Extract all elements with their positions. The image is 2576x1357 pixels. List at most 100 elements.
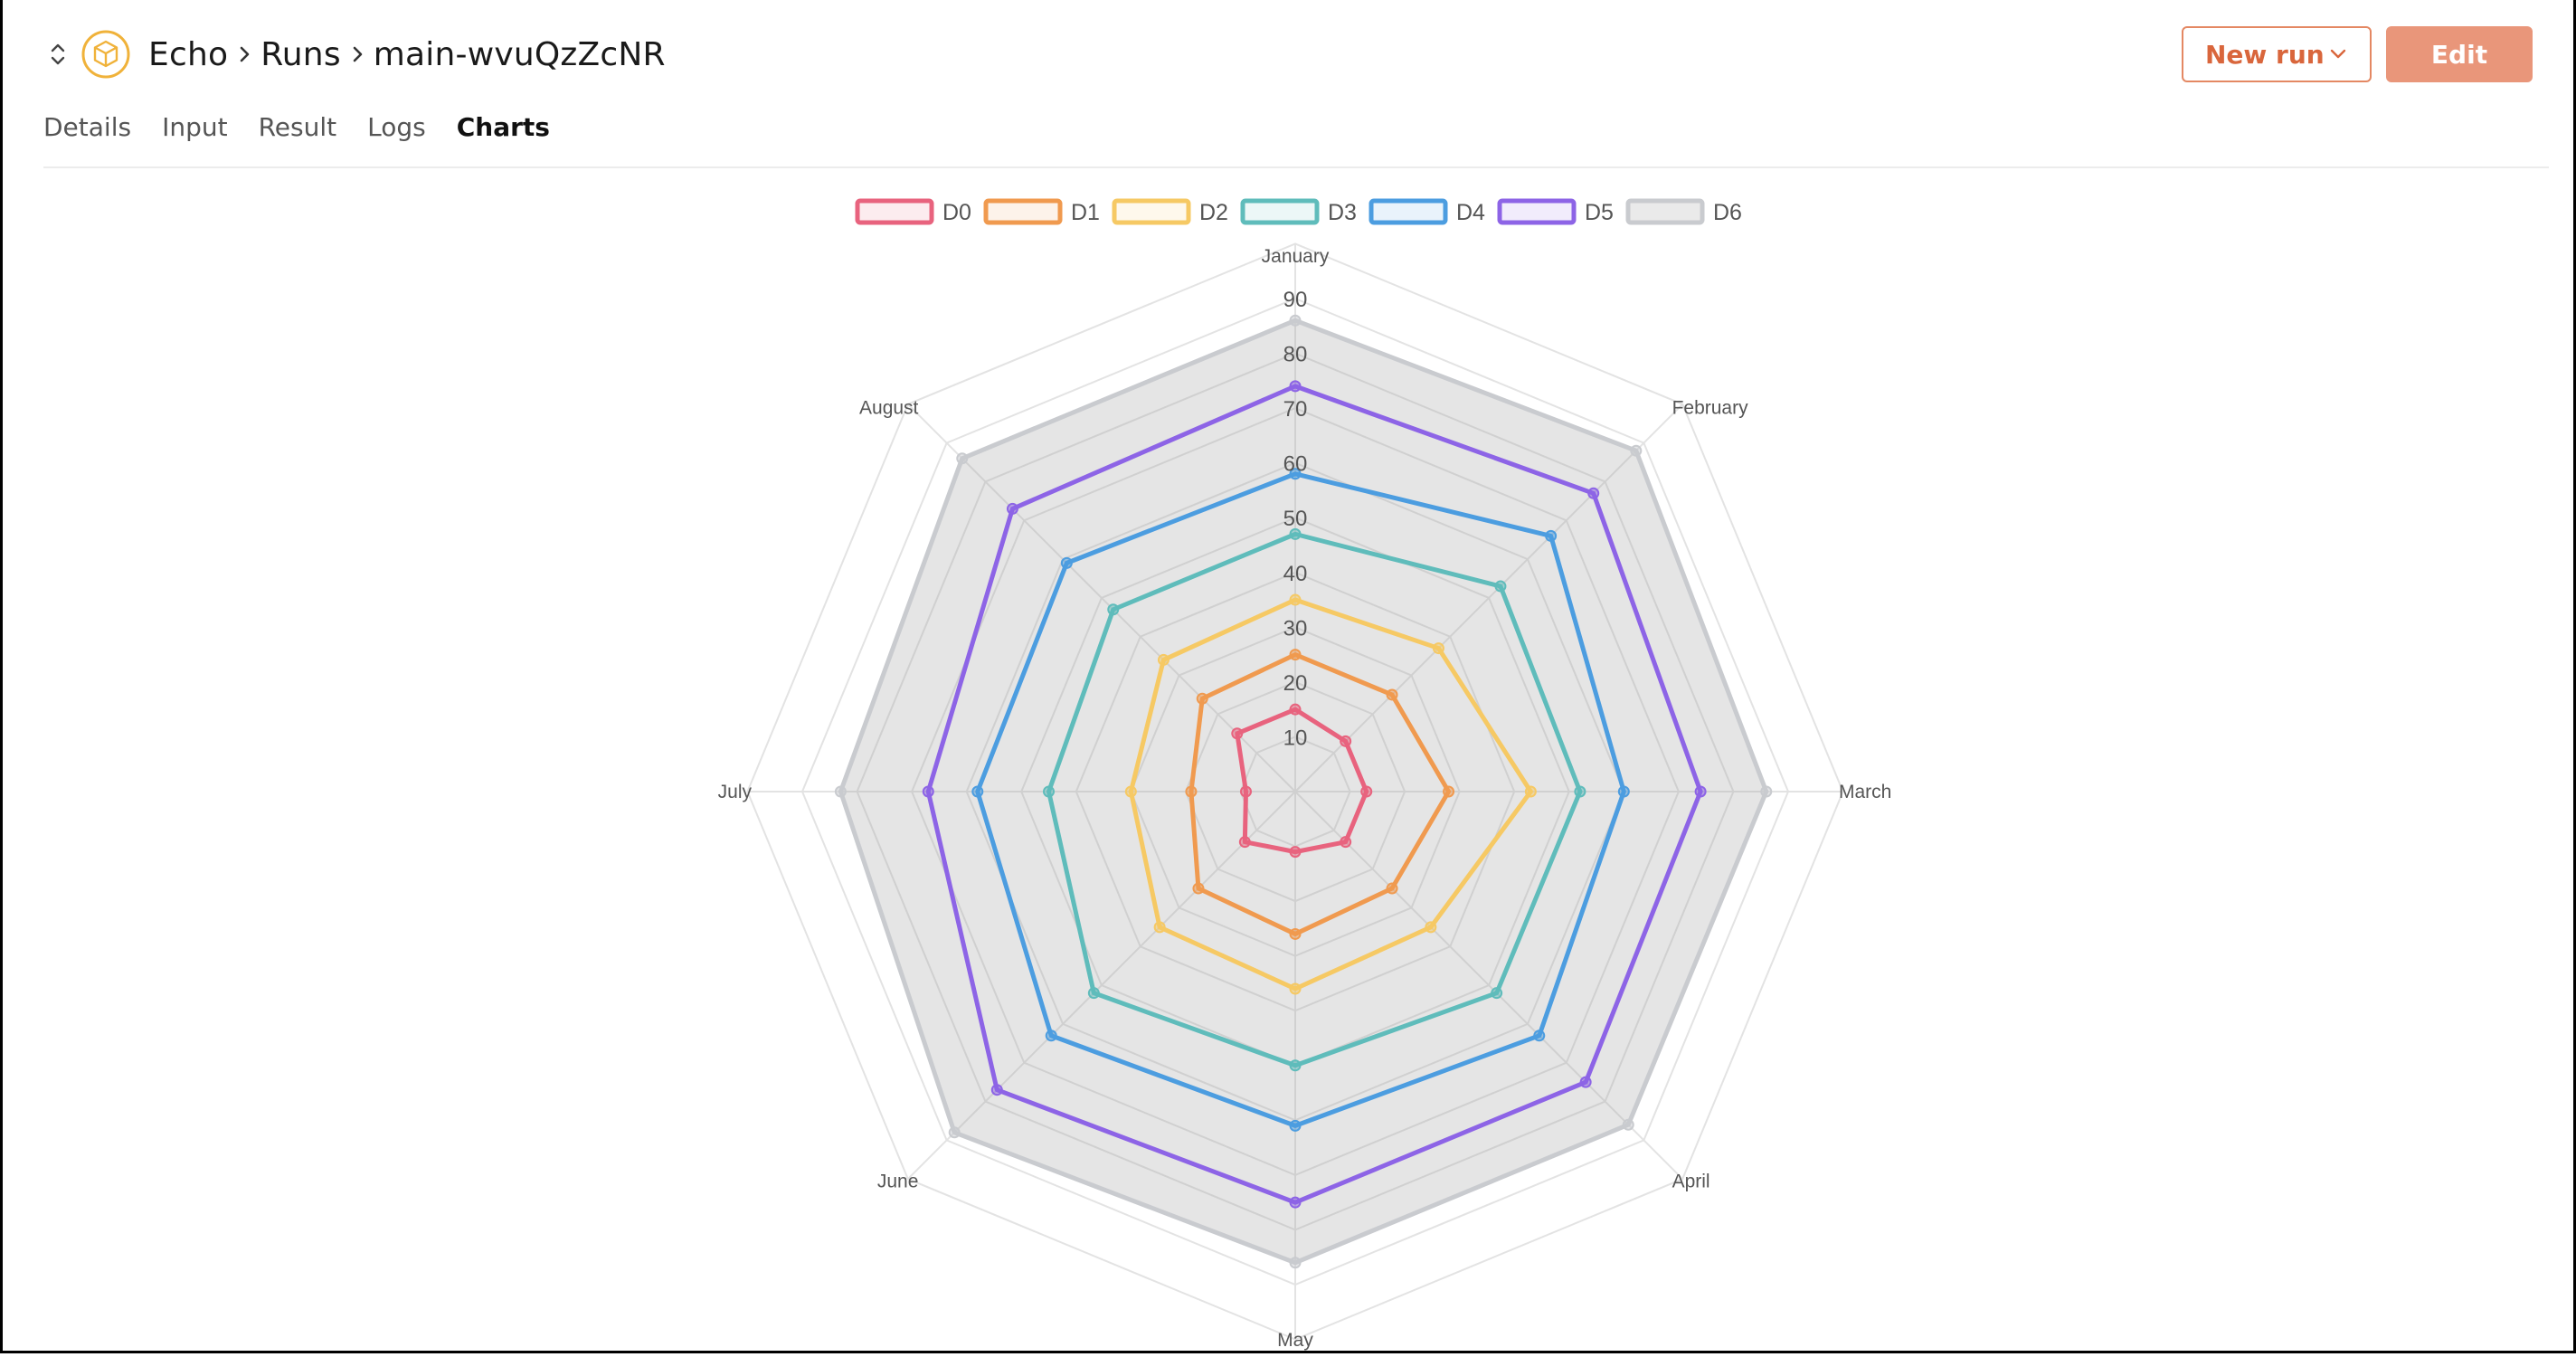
legend-swatch [855, 198, 934, 225]
data-point [1289, 593, 1302, 606]
data-point [1630, 444, 1643, 457]
data-point [1107, 603, 1120, 616]
legend-label: D3 [1328, 200, 1357, 225]
legend-item-d6[interactable]: D6 [1625, 198, 1742, 225]
header-actions: New run Edit [2182, 26, 2533, 82]
data-point [1289, 649, 1302, 661]
grid-spoke [907, 791, 1296, 1180]
chart-legend: D0 D1 D2 D3 D4 D5 D6 [855, 198, 1742, 225]
edit-button[interactable]: Edit [2386, 26, 2533, 82]
radar-chart: D0 D1 D2 D3 D4 D5 D6 10 20 30 40 50 60 70 80 90 Januar… [718, 198, 1891, 1351]
category-label: June [877, 1172, 919, 1192]
category-label: April [1672, 1172, 1710, 1192]
legend-label: D4 [1456, 200, 1485, 225]
category-label: August [859, 397, 919, 418]
legend-swatch [983, 198, 1063, 225]
series-d5 [922, 380, 1707, 1209]
data-point [990, 1084, 1003, 1096]
data-point [956, 452, 969, 465]
data-point [1231, 727, 1244, 740]
breadcrumb-model[interactable]: Echo [148, 35, 229, 73]
tab-bar: Details Input Result Logs Charts [43, 107, 550, 147]
data-point [1494, 580, 1507, 593]
radar-chart-container: D0 D1 D2 D3 D4 D5 D6 10 20 30 40 50 60 70 80 90 Januar… [0, 168, 2576, 1353]
data-point [1360, 785, 1373, 798]
data-point [1432, 642, 1444, 655]
tab-result[interactable]: Result [258, 111, 337, 142]
breadcrumb-run-id: main-wvuQzZcNR [373, 35, 666, 73]
new-run-button[interactable]: New run [2182, 26, 2372, 82]
data-point [1443, 785, 1455, 798]
data-point [1289, 982, 1302, 995]
tab-details[interactable]: Details [43, 111, 132, 142]
chevron-down-icon [2328, 48, 2348, 61]
data-point [1289, 846, 1302, 859]
data-point [1340, 836, 1352, 849]
breadcrumb-runs[interactable]: Runs [260, 35, 341, 73]
tab-charts[interactable]: Charts [456, 111, 550, 142]
new-run-label: New run [2205, 39, 2325, 70]
data-point [1192, 882, 1205, 895]
data-point [1043, 785, 1055, 798]
category-label: February [1672, 397, 1749, 418]
data-point [1196, 692, 1208, 705]
data-point [971, 785, 984, 798]
data-point [1760, 785, 1773, 798]
data-point [1524, 785, 1537, 798]
legend-label: D6 [1713, 200, 1742, 225]
legend-label: D1 [1071, 200, 1100, 225]
series-d2 [1124, 593, 1537, 995]
tab-logs[interactable]: Logs [367, 111, 426, 142]
tab-divider [43, 166, 2549, 168]
tick-label: 10 [1283, 726, 1308, 750]
legend-swatch [1240, 198, 1320, 225]
data-point [1545, 529, 1558, 542]
grid-spoke [1294, 403, 1683, 792]
legend-item-d1[interactable]: D1 [983, 198, 1100, 225]
data-point [1124, 785, 1137, 798]
legend-item-d2[interactable]: D2 [1112, 198, 1228, 225]
radar-series [834, 314, 1773, 1269]
data-point [1006, 502, 1018, 515]
expand-collapse-icon[interactable] [43, 36, 72, 72]
legend-swatch [1368, 198, 1448, 225]
tick-label: 60 [1283, 452, 1308, 477]
data-point [1060, 556, 1073, 569]
data-point [1289, 703, 1302, 716]
grid-spoke [907, 403, 1296, 792]
cube-logo-icon[interactable] [81, 30, 130, 79]
series-d3 [1043, 527, 1586, 1072]
category-label: January [1262, 246, 1330, 267]
data-point [922, 785, 934, 798]
data-point [1386, 882, 1398, 895]
data-point [1579, 1076, 1592, 1088]
data-point [1617, 785, 1630, 798]
series-d0 [1231, 703, 1373, 859]
data-point [1425, 921, 1437, 934]
legend-item-d4[interactable]: D4 [1368, 198, 1485, 225]
category-label: July [718, 782, 753, 802]
legend-label: D2 [1199, 200, 1228, 225]
data-point [948, 1126, 961, 1139]
legend-swatch [1625, 198, 1705, 225]
legend-item-d5[interactable]: D5 [1497, 198, 1614, 225]
category-label: May [1277, 1330, 1313, 1351]
tick-label: 90 [1283, 288, 1308, 312]
legend-label: D0 [942, 200, 971, 225]
data-point [1340, 735, 1352, 747]
data-point [1587, 487, 1600, 499]
data-point [1185, 785, 1198, 798]
tab-input[interactable]: Input [162, 111, 228, 142]
tick-label: 20 [1283, 671, 1308, 696]
legend-item-d0[interactable]: D0 [855, 198, 971, 225]
data-point [834, 785, 847, 798]
data-point [1289, 314, 1302, 327]
data-point [1694, 785, 1707, 798]
legend-item-d3[interactable]: D3 [1240, 198, 1357, 225]
data-point [1533, 1030, 1546, 1042]
data-point [1045, 1030, 1057, 1042]
category-label: March [1839, 782, 1891, 802]
data-point [1491, 987, 1503, 1000]
series-d6 [834, 314, 1773, 1269]
